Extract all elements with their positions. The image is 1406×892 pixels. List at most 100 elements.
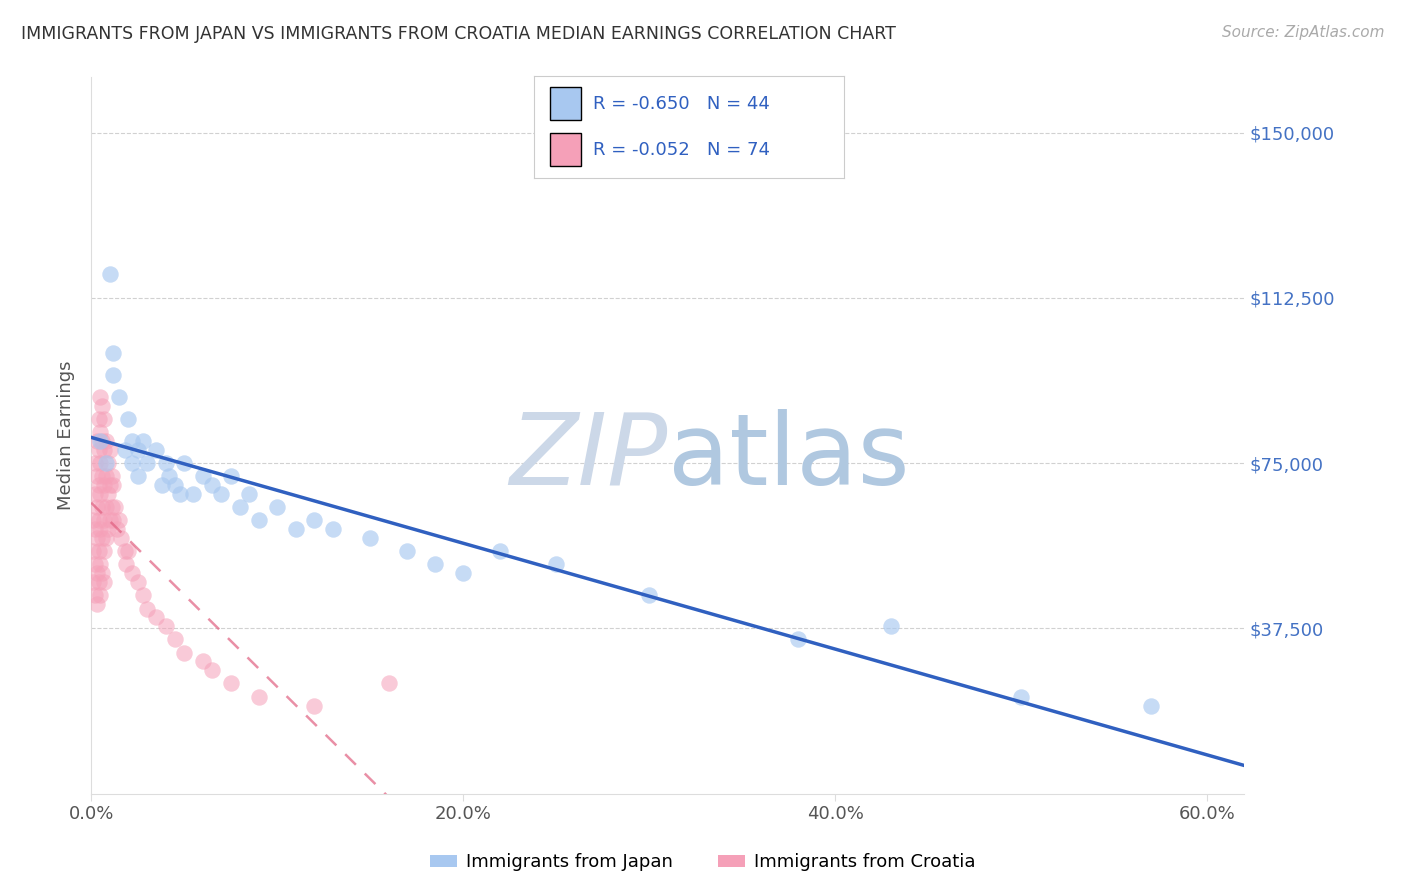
Point bbox=[155, 456, 177, 470]
Point bbox=[91, 500, 114, 515]
Point bbox=[94, 434, 117, 448]
Point bbox=[183, 487, 205, 501]
Point bbox=[103, 368, 125, 382]
Text: ZIP: ZIP bbox=[509, 409, 668, 506]
Point bbox=[304, 698, 326, 713]
Point bbox=[86, 434, 108, 448]
Point bbox=[546, 558, 568, 572]
Point bbox=[114, 442, 136, 457]
Text: R = -0.650   N = 44: R = -0.650 N = 44 bbox=[593, 95, 770, 112]
Point bbox=[121, 456, 143, 470]
Point bbox=[115, 558, 138, 572]
Point bbox=[94, 500, 117, 515]
Point bbox=[150, 478, 173, 492]
Point bbox=[86, 469, 108, 483]
Point bbox=[83, 456, 105, 470]
Point bbox=[100, 469, 122, 483]
Point bbox=[98, 442, 121, 457]
Legend: Immigrants from Japan, Immigrants from Croatia: Immigrants from Japan, Immigrants from C… bbox=[423, 847, 983, 879]
Point bbox=[145, 610, 167, 624]
Point bbox=[97, 522, 120, 536]
Point bbox=[83, 588, 105, 602]
Point bbox=[86, 597, 108, 611]
Point bbox=[396, 544, 419, 558]
Point bbox=[229, 500, 252, 515]
Point bbox=[322, 522, 344, 536]
FancyBboxPatch shape bbox=[550, 133, 581, 166]
Point bbox=[1140, 698, 1163, 713]
FancyBboxPatch shape bbox=[550, 87, 581, 120]
Point bbox=[219, 676, 242, 690]
Point bbox=[157, 469, 180, 483]
Point bbox=[173, 456, 195, 470]
Point bbox=[155, 619, 177, 633]
Point bbox=[108, 513, 131, 527]
Point bbox=[117, 412, 139, 426]
Point bbox=[97, 487, 120, 501]
Point bbox=[89, 522, 111, 536]
Point bbox=[93, 442, 115, 457]
Point bbox=[136, 456, 159, 470]
Point bbox=[304, 513, 326, 527]
Point bbox=[93, 412, 115, 426]
Point bbox=[238, 487, 260, 501]
Point bbox=[94, 469, 117, 483]
Point bbox=[93, 513, 115, 527]
Point bbox=[89, 558, 111, 572]
Point bbox=[93, 544, 115, 558]
Point bbox=[209, 487, 232, 501]
Point bbox=[114, 544, 136, 558]
Point bbox=[91, 434, 114, 448]
Point bbox=[97, 456, 120, 470]
Point bbox=[103, 513, 125, 527]
Point bbox=[451, 566, 474, 581]
Point bbox=[219, 469, 242, 483]
Point bbox=[117, 544, 139, 558]
Point bbox=[201, 663, 224, 677]
Point bbox=[87, 412, 110, 426]
Point bbox=[89, 390, 111, 404]
Point bbox=[121, 434, 143, 448]
Point bbox=[86, 500, 108, 515]
Point bbox=[83, 522, 105, 536]
Point bbox=[91, 566, 114, 581]
Point bbox=[787, 632, 810, 647]
Point bbox=[103, 346, 125, 360]
Point bbox=[82, 575, 104, 590]
Point bbox=[89, 434, 111, 448]
Point bbox=[98, 513, 121, 527]
Point bbox=[98, 267, 121, 281]
Text: atlas: atlas bbox=[668, 409, 910, 506]
Point bbox=[83, 487, 105, 501]
Point bbox=[100, 500, 122, 515]
Point bbox=[880, 619, 903, 633]
Point bbox=[132, 434, 155, 448]
Point bbox=[94, 531, 117, 545]
Point bbox=[93, 478, 115, 492]
Point bbox=[121, 566, 143, 581]
Point bbox=[284, 522, 307, 536]
Point bbox=[359, 531, 381, 545]
Point bbox=[110, 531, 132, 545]
Point bbox=[127, 469, 149, 483]
Point bbox=[136, 601, 159, 615]
Point bbox=[191, 469, 214, 483]
Point bbox=[94, 456, 117, 470]
Point bbox=[82, 513, 104, 527]
Point bbox=[83, 558, 105, 572]
Text: Source: ZipAtlas.com: Source: ZipAtlas.com bbox=[1222, 25, 1385, 40]
Point bbox=[89, 487, 111, 501]
Point bbox=[638, 588, 661, 602]
Point bbox=[266, 500, 288, 515]
Point bbox=[89, 425, 111, 440]
Point bbox=[104, 500, 127, 515]
Point bbox=[127, 442, 149, 457]
Point bbox=[173, 646, 195, 660]
Point bbox=[87, 442, 110, 457]
Point bbox=[489, 544, 512, 558]
Point bbox=[89, 588, 111, 602]
Point bbox=[87, 575, 110, 590]
Point bbox=[247, 690, 270, 704]
Y-axis label: Median Earnings: Median Earnings bbox=[58, 360, 75, 510]
Point bbox=[91, 399, 114, 413]
